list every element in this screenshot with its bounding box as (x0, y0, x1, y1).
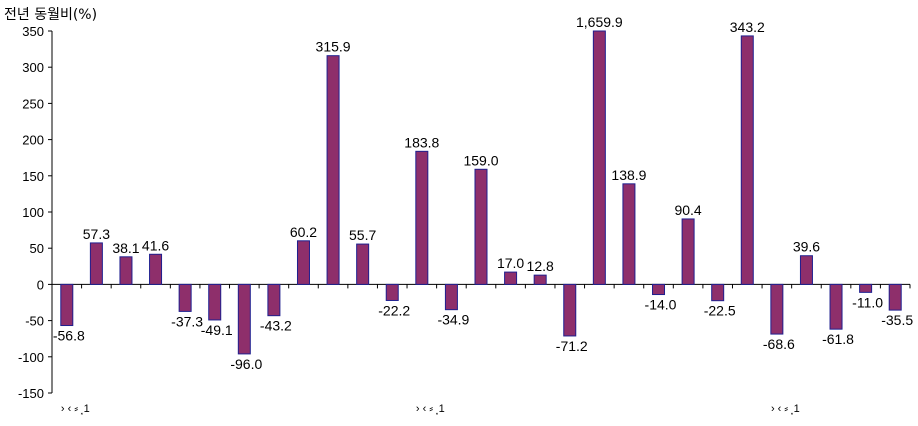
bar (296, 240, 310, 285)
bar (622, 183, 636, 285)
bar (740, 35, 754, 285)
x-axis-label: › ‹ ⸗ ⸼1 (61, 403, 90, 415)
bar-value-label: -14.0 (645, 297, 677, 313)
bar (267, 283, 281, 317)
bar-value-label: -71.2 (556, 338, 588, 354)
bar (356, 243, 370, 285)
bar-value-label: 1,659.9 (576, 14, 623, 30)
bar-value-label: 138.9 (611, 167, 646, 183)
y-tick-label: 200 (22, 133, 44, 148)
bar-value-label: 159.0 (463, 152, 498, 168)
bar-value-label: -35.5 (881, 312, 913, 328)
bar (60, 283, 74, 327)
bar-value-label: 41.6 (142, 237, 169, 253)
bar (652, 283, 666, 296)
bar (119, 256, 133, 285)
bar-value-label: -22.2 (378, 302, 410, 318)
bar-value-label: 183.8 (404, 134, 439, 150)
bar (237, 283, 251, 355)
y-tick-label: 350 (22, 24, 44, 39)
bar-value-label: -11.0 (852, 294, 883, 310)
bar-value-label: -43.2 (260, 318, 292, 334)
bar (563, 283, 577, 337)
bar-value-label: 38.1 (112, 240, 139, 256)
bar (711, 283, 725, 302)
x-labels-group: › ‹ ⸗ ⸼1 › ‹ ⸗ ⸼1 › ‹ ⸗ ⸼1 (61, 403, 800, 415)
axes: -150 -100 -50 0 50 100 150 200 250 300 350 (18, 24, 911, 401)
bar (533, 274, 547, 285)
bar (385, 283, 399, 301)
bar (208, 283, 222, 321)
bars-group (60, 30, 902, 355)
bar (178, 283, 192, 312)
y-tick-label: 150 (22, 169, 44, 184)
y-tick-label: 300 (22, 60, 44, 75)
bar-value-label: 17.0 (497, 255, 524, 271)
bar (681, 218, 695, 285)
bar (474, 168, 488, 285)
bar-value-label: 39.6 (793, 239, 820, 255)
bar-value-label: -22.5 (704, 303, 736, 319)
bar (504, 271, 518, 285)
y-tick-label: -100 (18, 350, 44, 365)
bar-value-label: 343.2 (730, 19, 765, 35)
bar-value-label: -56.8 (53, 328, 85, 344)
y-tick-label: 0 (37, 277, 44, 292)
bar (444, 283, 458, 311)
bar (799, 255, 813, 285)
bar (415, 150, 429, 285)
bar (326, 55, 340, 285)
bar-value-label: -61.8 (822, 331, 854, 347)
bar-value-label: -37.3 (171, 313, 203, 329)
bar (888, 283, 902, 311)
y-tick-label: 100 (22, 205, 44, 220)
bar-value-label: 60.2 (290, 224, 317, 240)
bar-value-label: 315.9 (316, 39, 351, 55)
y-tick-label: -50 (25, 314, 44, 329)
bar (829, 283, 843, 330)
bar (89, 242, 103, 285)
bar-value-label: -68.6 (763, 336, 795, 352)
bar (592, 30, 606, 285)
bar (770, 283, 784, 335)
bar-value-label: 90.4 (674, 202, 701, 218)
bar-value-label: 55.7 (349, 227, 376, 243)
y-tick-label: -150 (18, 386, 44, 401)
bar-value-label: -96.0 (230, 356, 262, 372)
x-axis-label: › ‹ ⸗ ⸼1 (416, 403, 445, 415)
y-tick-label: 250 (22, 96, 44, 111)
bar-value-label: -34.9 (437, 312, 469, 328)
bar (859, 283, 873, 293)
y-axis-title: 전년 동월비(%) (4, 7, 97, 23)
bar (149, 253, 163, 285)
bar-value-label: 57.3 (83, 226, 110, 242)
x-axis-label: › ‹ ⸗ ⸼1 (771, 403, 800, 415)
data-labels-group: -56.8 57.338.1 41.6 -37.3-49.1 -96.0 -43.2 60.… (53, 14, 914, 372)
bar-value-label: 12.8 (527, 258, 554, 274)
y-tick-label: 50 (30, 241, 44, 256)
bar-value-label: -49.1 (201, 322, 233, 338)
